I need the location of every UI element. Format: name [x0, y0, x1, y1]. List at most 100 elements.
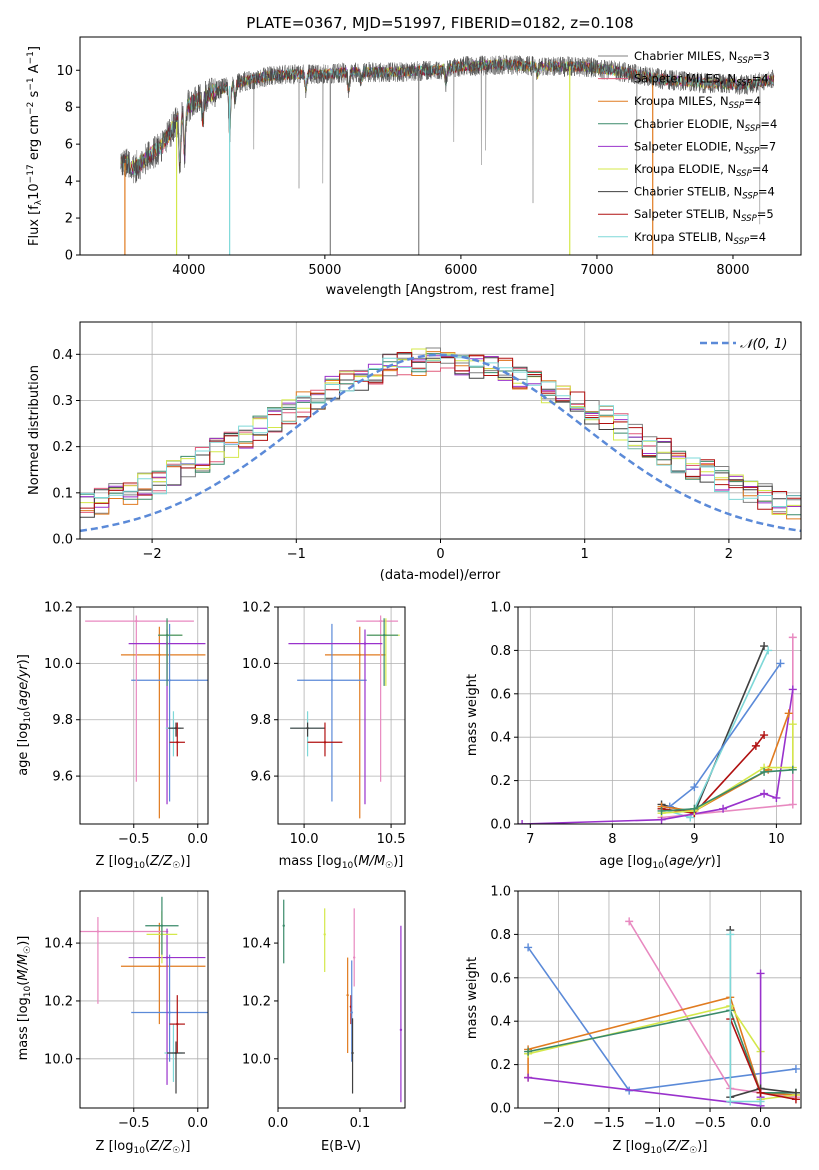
massweight_vs_Z-marker: [524, 1047, 533, 1056]
massweight_vs_Z-xtick-label: −1.0: [644, 1116, 676, 1131]
mass_vs_EBV-point: [282, 924, 285, 927]
ageZ-ylabel: age [log10(age/yr)]: [16, 654, 33, 776]
age_vs_Z-xtick-label: 0.0: [187, 832, 208, 847]
mass_vs_Z-plot: [80, 896, 208, 1094]
residuals-xtick-label: −2: [143, 547, 162, 562]
mass_vs_Z-point: [165, 956, 169, 959]
massweight_vs_Z-series-line: [628, 920, 796, 1098]
residual-hist-series: [80, 352, 801, 539]
massweight_vs_age-ytick-label: 0.0: [490, 818, 511, 833]
residuals-xtick-label: 0: [436, 547, 444, 562]
massweight_vs_Z-marker: [756, 969, 765, 978]
mass_vs_EBV-xtick-label: 0.1: [350, 1116, 371, 1131]
massweight_vs_Z-xtick-label: −0.5: [694, 1116, 726, 1131]
massweight_vs_Z-ytick-label: 0.2: [490, 1058, 511, 1073]
residuals-xtick-label: 1: [581, 547, 589, 562]
age_vs_mass-point: [306, 726, 309, 730]
massweight_vs_age-marker: [760, 731, 769, 740]
age_vs_Z-ytick-label: 9.6: [52, 770, 73, 785]
massweight_vs_age-ytick-label: 0.6: [490, 687, 511, 702]
massweight_vs_age-xtick-label: 8: [608, 832, 616, 847]
age_vs_mass-point: [330, 679, 334, 682]
ageZ-xlabel: Z [log10(Z/Z☉)]: [96, 854, 191, 871]
mass_vs_EBV-ytick-label: 10.4: [242, 937, 271, 952]
mass_vs_Z-axes: −0.5 0.0 10.0 10.2 10.4: [44, 890, 209, 1131]
massweight_vs_age-series-line: [522, 689, 794, 824]
massweight_vs_age-ytick-label: 0.8: [490, 644, 511, 659]
mwAge-xlabel: age [log10(age/yr)]: [599, 854, 721, 871]
mass_vs_EBV-ytick-label: 10.2: [242, 994, 271, 1009]
age_vs_Z-frame: [79, 606, 209, 825]
mass_vs_Z-ytick-label: 10.2: [44, 994, 73, 1009]
massEBV-xlabel: E(B-V): [321, 1139, 361, 1154]
spectrum-legend-label: Chabrier ELODIE, NSSP=4: [634, 117, 777, 134]
mass_vs_Z-point: [174, 1051, 178, 1055]
spectrum-legend-label: Kroupa MILES, NSSP=4: [634, 94, 761, 111]
massweight_vs_age-ytick-label: 0.4: [490, 731, 511, 746]
residuals-ytick-label: 0.2: [52, 440, 73, 455]
age-vs-Z-panel: Z [log10(Z/Z☉)] age [log10(age/yr)]: [16, 654, 190, 871]
massweight_vs_age-marker: [518, 820, 527, 824]
age_vs_mass-point: [323, 741, 327, 744]
massZ-ylabel: mass [log10(M/M☉)]: [16, 936, 33, 1061]
residuals-ytick-label: 0.0: [52, 533, 73, 548]
massweight_vs_Z-ytick-label: 0.0: [490, 1102, 511, 1117]
residuals-axes: −2 −1 0 1 2 0.0 0.1 0.2 0.3 0.4: [52, 321, 802, 562]
massweight_vs_age-xtick-label: 7: [526, 832, 534, 847]
spectrum-xtick-label: 8000: [716, 263, 749, 278]
massweight_vs_Z-marker: [756, 1088, 765, 1097]
age_vs_Z-ytick-label: 9.8: [52, 713, 73, 728]
age_vs_mass-plot: [288, 615, 400, 819]
mass_vs_Z-frame: [79, 890, 209, 1109]
age_vs_mass-ytick-label: 10.0: [242, 657, 271, 672]
massweight_vs_Z-series-line: [527, 946, 797, 1092]
residuals-xtick-label: 2: [725, 547, 733, 562]
spectrum-xtick-label: 6000: [444, 263, 477, 278]
normal-reference-curve: [80, 353, 801, 533]
spectrum-plot: [120, 54, 775, 255]
massweight_vs_Z-xtick-label: 0.0: [750, 1116, 771, 1131]
mass_vs_EBV-point: [351, 1051, 354, 1055]
age_vs_Z-ytick-label: 10.0: [44, 657, 73, 672]
massweight_vs_age-ytick-label: 1.0: [490, 601, 511, 616]
spectrum-ytick-label: 6: [65, 138, 73, 153]
massweight_vs_Z-axes: −2.0 −1.5 −1.0 −0.5 0.0 0.0 0.2 0.4 0.6 0.8 1.0: [490, 885, 802, 1131]
massweight_vs_Z-ytick-label: 0.8: [490, 928, 511, 943]
mass_vs_EBV-point: [353, 956, 356, 959]
massweight_vs_age-marker: [784, 709, 793, 718]
spectrum-axes: 4000 5000 6000 7000 8000 0 2 4 6 8 10 Chabrier MILE…: [56, 36, 802, 278]
massweight_vs_age-marker: [788, 765, 797, 774]
age_vs_mass-ytick-label: 10.2: [242, 601, 271, 616]
mass_vs_Z-point: [168, 1011, 171, 1014]
massweight_vs_Z-marker: [625, 917, 634, 926]
massweight_vs_Z-marker: [524, 943, 533, 952]
massweight_vs_Z-series-line: [729, 930, 796, 1099]
massweight_vs_Z-xtick-label: −1.5: [593, 1116, 625, 1131]
spectrum-title: PLATE=0367, MJD=51997, FIBERID=0182, z=0…: [246, 14, 633, 32]
age_vs_Z-point: [174, 726, 178, 730]
massweight_vs_Z-marker: [791, 1095, 800, 1104]
spectrum-ytick-label: 4: [65, 175, 73, 190]
age_vs_Z-point: [135, 619, 138, 623]
mwAge-ylabel: mass weight: [465, 674, 480, 756]
massweight_vs_age-xtick-label: 10: [768, 832, 785, 847]
mwZ-ylabel: mass weight: [465, 957, 480, 1039]
spectrum-legend-label: Salpeter STELIB, NSSP=5: [634, 207, 774, 224]
spectrum-legend-label: Salpeter MILES, NSSP=4: [634, 72, 769, 89]
massweight_vs_age-marker: [690, 783, 699, 792]
mass_vs_EBV-point: [346, 993, 349, 997]
massweight_vs_age-series-line: [661, 713, 790, 812]
spectrum-ytick-label: 8: [65, 101, 73, 116]
massweight_vs_Z-ytick-label: 0.4: [490, 1015, 511, 1030]
age_vs_mass-frame: [277, 606, 406, 825]
spectrum-panel: PLATE=0367, MJD=51997, FIBERID=0182, z=0…: [26, 14, 634, 298]
massweight_vs_Z-ytick-label: 0.6: [490, 971, 511, 986]
massweight_vs_age-marker: [776, 659, 785, 668]
massweight_vs_age-marker: [788, 720, 797, 729]
massweight_vs_Z-marker: [791, 1064, 800, 1073]
residuals-ytick-label: 0.3: [52, 394, 73, 409]
spectrum-legend-label: Chabrier MILES, NSSP=3: [634, 49, 770, 66]
massweight_vs_Z-marker: [726, 1097, 735, 1106]
residuals-frame: [79, 321, 802, 540]
mwZ-xlabel: Z [log10(Z/Z☉)]: [613, 1139, 708, 1156]
